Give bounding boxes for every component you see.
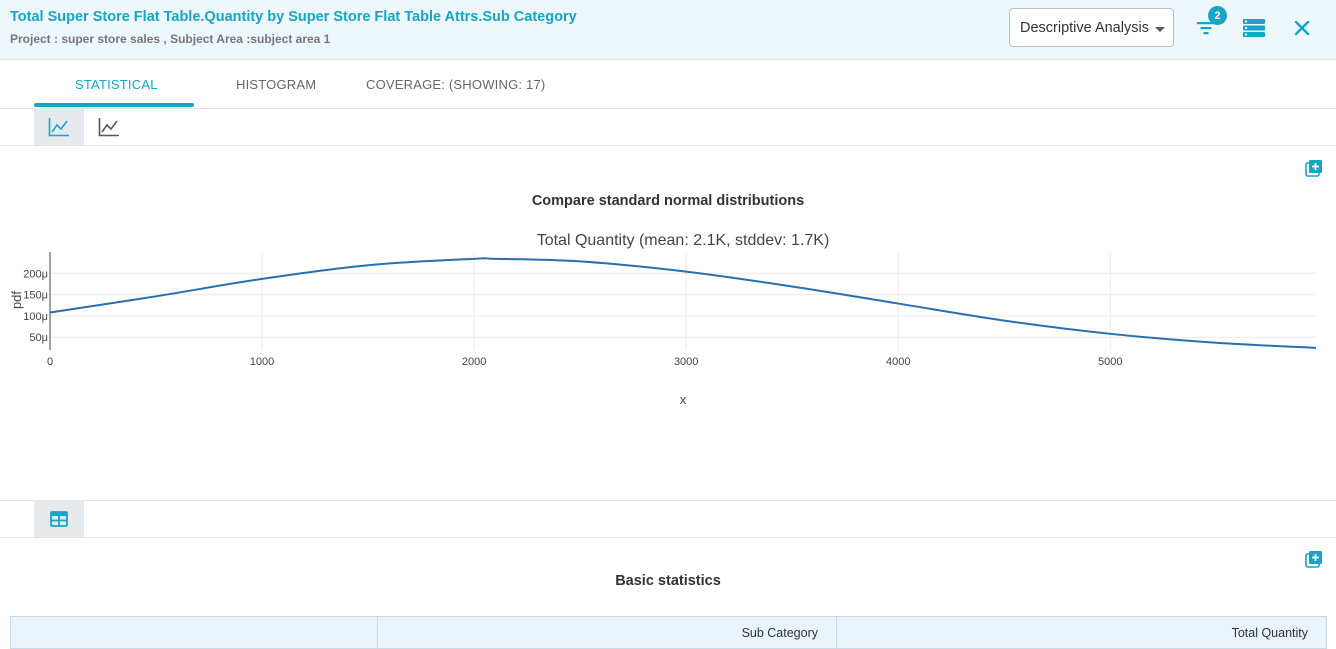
series-line [49,257,1317,349]
list-icon [1243,19,1265,37]
table-icon [50,510,68,527]
x-tick-label: 4000 [886,356,910,368]
filter-icon [1197,22,1215,35]
chart-section-title: Compare standard normal distributions [531,193,805,209]
table-toolbar [0,500,1336,538]
tab-bar: STATISTICAL HISTOGRAM COVERAGE: (SHOWING… [0,60,1336,109]
x-axis: 0 1000 2000 3000 4000 5000 [47,356,1123,368]
tab-statistical[interactable]: STATISTICAL [75,77,158,92]
y-axis-label: pdf [9,291,24,309]
tab-histogram[interactable]: HISTOGRAM [236,77,317,92]
add-to-dashboard-icon[interactable] [1305,159,1323,177]
table-header-blank [11,617,378,649]
x-tick-label: 5000 [1098,356,1122,368]
close-icon [1294,20,1310,36]
chart-toolbar [0,108,1336,146]
x-tick-label: 1000 [250,356,274,368]
distribution-chart: Total Quantity (mean: 2.1K, stddev: 1.7K… [9,232,1317,407]
section-divider [0,500,1336,501]
chevron-down-icon [1155,27,1165,32]
y-tick-label: 150μ [23,290,48,302]
chart-title: Total Quantity (mean: 2.1K, stddev: 1.7K… [537,232,830,249]
table-view-button[interactable] [34,500,84,537]
table-section-title: Basic statistics [615,573,721,589]
add-table-to-dashboard-icon[interactable] [1305,550,1323,568]
y-axis: 50μ 100μ 150μ 200μ [23,252,51,350]
list-view-button[interactable] [1240,14,1268,42]
table-header-sub-category[interactable]: Sub Category [378,617,837,649]
analysis-type-select[interactable]: Descriptive Analysis [1009,8,1174,47]
x-tick-label: 3000 [674,356,698,368]
active-tab-indicator [34,103,194,107]
table-header-total-quantity[interactable]: Total Quantity [1231,626,1308,640]
x-axis-label: x [680,392,687,407]
tab-coverage[interactable]: COVERAGE: (SHOWING: 17) [366,77,546,92]
chart-grid [50,252,1316,350]
filter-button[interactable] [1192,14,1220,42]
line-chart-alt-button[interactable] [84,108,134,145]
x-tick-label: 2000 [462,356,486,368]
page-subtitle: Project : super store sales , Subject Ar… [10,32,331,46]
y-tick-label: 200μ [23,268,48,280]
page-title: Total Super Store Flat Table.Quantity by… [10,9,577,25]
line-chart-button[interactable] [34,108,84,145]
analysis-type-value: Descriptive Analysis [1020,19,1149,36]
filter-count-badge: 2 [1208,6,1227,25]
line-chart-icon [48,117,69,136]
header: Total Super Store Flat Table.Quantity by… [0,0,1336,60]
basic-statistics-table: Sub Category Total Quantity [10,616,1327,649]
line-chart-alt-icon [98,117,119,136]
close-button[interactable] [1288,14,1316,42]
y-tick-label: 50μ [29,332,48,344]
x-tick-label: 0 [47,356,53,368]
y-tick-label: 100μ [23,311,48,323]
